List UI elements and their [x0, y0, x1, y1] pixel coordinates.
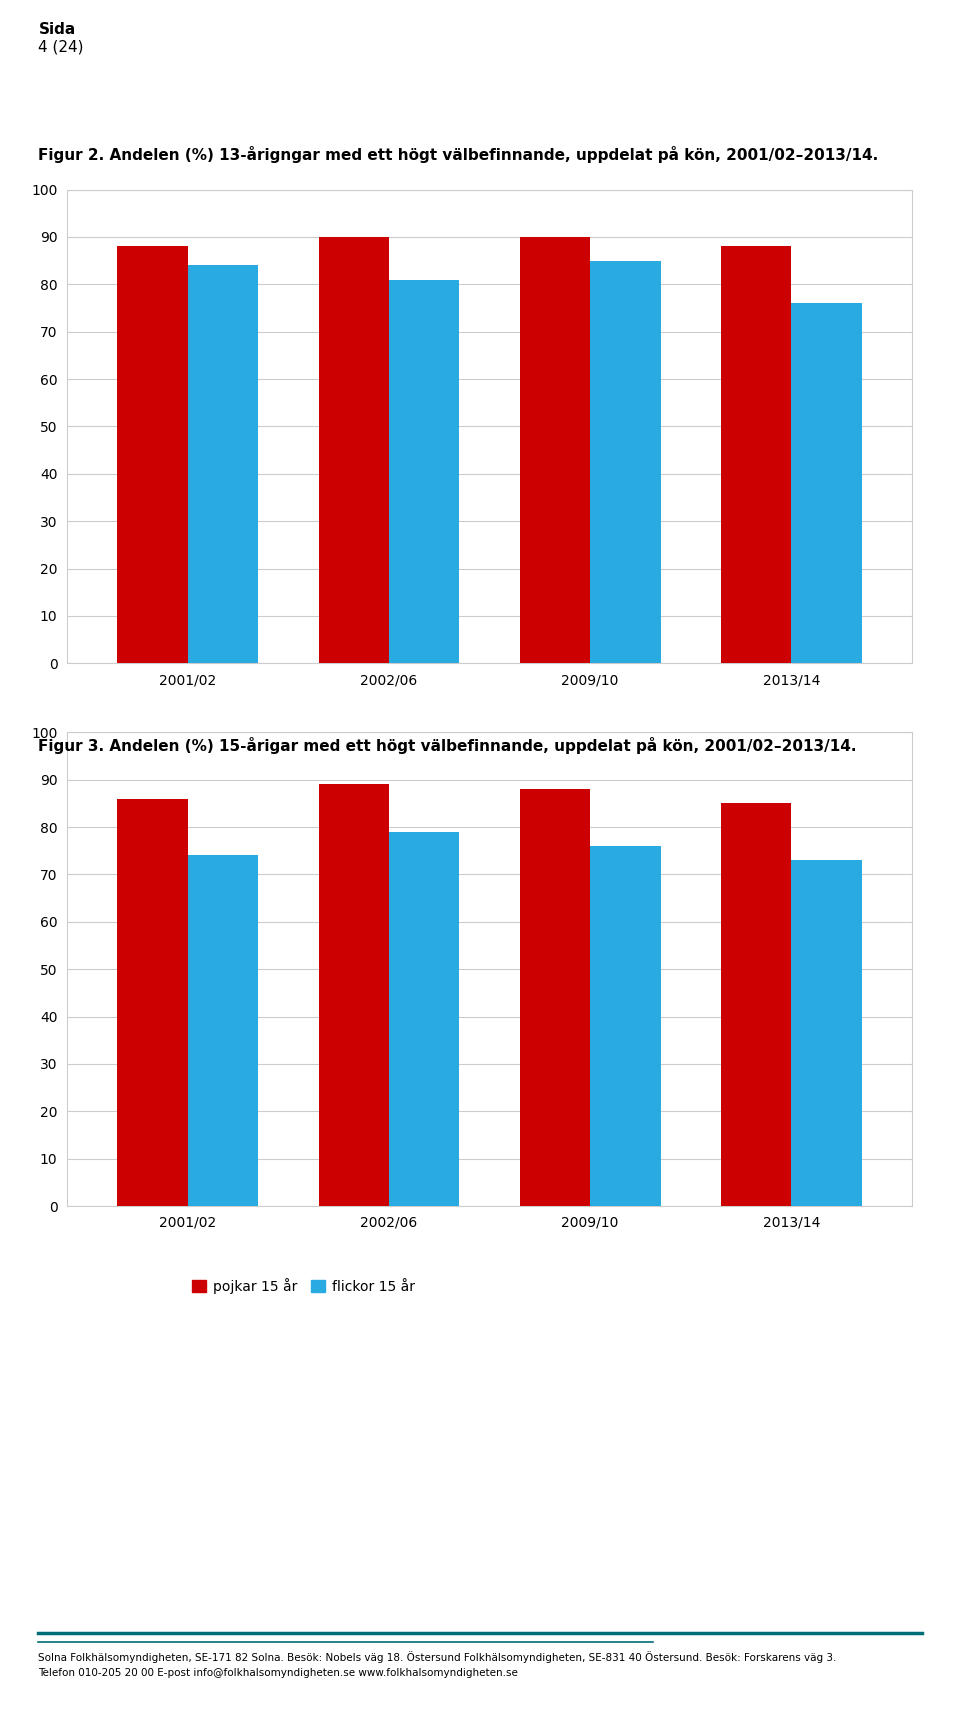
Bar [590, 846, 660, 1206]
Bar [590, 260, 660, 663]
Bar [389, 832, 460, 1206]
Text: Figur 3. Andelen (%) 15-årigar med ett högt välbefinnande, uppdelat på kön, 2001: Figur 3. Andelen (%) 15-årigar med ett h… [38, 737, 857, 755]
Bar [117, 799, 188, 1206]
Text: Figur 2. Andelen (%) 13-årigngar med ett högt välbefinnande, uppdelat på kön, 20: Figur 2. Andelen (%) 13-årigngar med ett… [38, 146, 878, 164]
Bar [791, 860, 862, 1206]
Text: Sida: Sida [38, 22, 76, 38]
Bar [188, 265, 258, 663]
Text: 4 (24): 4 (24) [38, 40, 84, 55]
Bar [519, 236, 590, 663]
Bar [319, 784, 389, 1206]
Bar [319, 236, 389, 663]
Text: Telefon 010-205 20 00 E-post info@folkhalsomyndigheten.se www.folkhalsomyndighet: Telefon 010-205 20 00 E-post info@folkha… [38, 1668, 518, 1678]
Bar [721, 246, 791, 663]
Legend: pojkar 15 år, flickor 15 år: pojkar 15 år, flickor 15 år [192, 1278, 416, 1294]
Bar [519, 789, 590, 1206]
Bar [721, 803, 791, 1206]
Bar [389, 279, 460, 663]
Bar [791, 303, 862, 663]
Text: Solna Folkhälsomyndigheten, SE-171 82 Solna. Besök: Nobels väg 18. Östersund Fol: Solna Folkhälsomyndigheten, SE-171 82 So… [38, 1651, 837, 1663]
Bar [117, 246, 188, 663]
Legend: pojkar 13 år, flickor 13 år: pojkar 13 år, flickor 13 år [192, 736, 416, 751]
Bar [188, 856, 258, 1206]
